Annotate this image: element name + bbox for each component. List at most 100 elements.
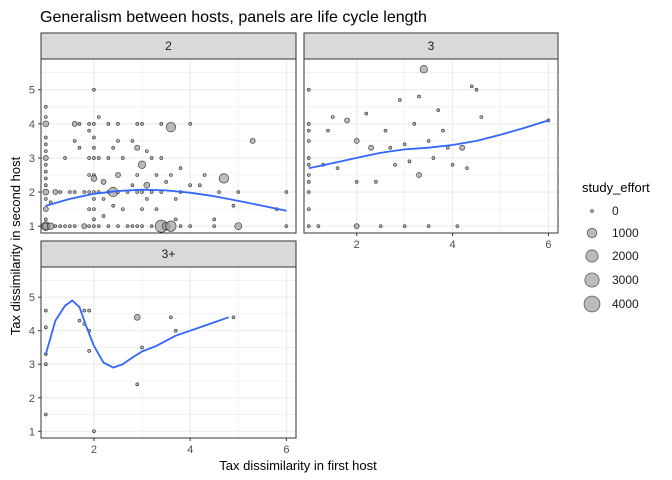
data-point bbox=[188, 183, 192, 188]
x-tick-label: 6 bbox=[283, 444, 289, 456]
legend-key bbox=[590, 209, 594, 213]
y-tick-label: 1 bbox=[29, 221, 35, 233]
data-point bbox=[231, 315, 236, 320]
data-point bbox=[378, 224, 383, 228]
data-point bbox=[135, 224, 140, 228]
data-point bbox=[68, 190, 72, 194]
y-tick-label: 4 bbox=[29, 326, 35, 338]
data-point bbox=[135, 173, 140, 177]
facet-strip bbox=[303, 32, 559, 60]
data-point bbox=[58, 190, 63, 194]
data-point bbox=[149, 224, 154, 228]
data-point bbox=[402, 142, 407, 147]
data-point bbox=[53, 224, 58, 228]
data-point bbox=[388, 145, 393, 150]
data-point bbox=[149, 156, 154, 160]
data-point bbox=[236, 190, 241, 194]
data-point bbox=[77, 145, 82, 150]
y-tick-label: 3 bbox=[29, 359, 35, 371]
data-point bbox=[82, 308, 87, 313]
panel-border bbox=[303, 58, 559, 234]
data-point bbox=[92, 145, 96, 150]
facet-strip bbox=[40, 32, 297, 60]
data-point bbox=[393, 162, 397, 167]
data-point bbox=[133, 314, 141, 321]
data-point bbox=[87, 156, 91, 160]
data-point bbox=[140, 224, 144, 228]
data-point bbox=[44, 135, 48, 140]
data-point bbox=[92, 197, 96, 201]
data-point bbox=[173, 197, 178, 201]
data-point bbox=[416, 172, 422, 178]
facet-strip-label: 2 bbox=[165, 39, 172, 53]
data-point bbox=[217, 190, 221, 194]
data-point bbox=[459, 144, 465, 151]
data-point bbox=[42, 206, 49, 212]
data-point bbox=[330, 115, 335, 119]
data-point bbox=[44, 217, 48, 222]
data-point bbox=[135, 382, 140, 387]
data-point bbox=[218, 173, 229, 184]
data-point bbox=[445, 145, 450, 150]
x-tick-label: 4 bbox=[450, 239, 456, 251]
panel-2: 2 1 2 3 4 5 bbox=[29, 32, 297, 234]
legend-label: 2000 bbox=[612, 249, 639, 263]
legend-key bbox=[585, 249, 599, 263]
data-point bbox=[455, 224, 460, 228]
data-point bbox=[306, 87, 311, 92]
legend-title: study_effort bbox=[582, 180, 650, 195]
data-point bbox=[173, 217, 178, 222]
data-point bbox=[111, 145, 115, 150]
data-point bbox=[44, 176, 48, 181]
data-point bbox=[87, 349, 91, 353]
x-tick-label: 4 bbox=[187, 444, 193, 456]
data-point bbox=[63, 156, 67, 160]
x-axis-label: Tax dissimilarity in first host bbox=[219, 458, 377, 473]
data-point bbox=[87, 173, 91, 177]
data-point bbox=[474, 87, 479, 92]
data-point bbox=[90, 175, 98, 182]
data-point bbox=[44, 308, 48, 313]
x-tick-label: 2 bbox=[91, 444, 97, 456]
data-point bbox=[169, 315, 173, 320]
data-point bbox=[159, 156, 164, 160]
data-point bbox=[284, 224, 289, 228]
data-point bbox=[58, 224, 63, 228]
data-point bbox=[364, 111, 369, 116]
data-point bbox=[188, 224, 192, 228]
data-point bbox=[249, 138, 256, 144]
data-point bbox=[165, 122, 176, 133]
data-point bbox=[306, 207, 311, 211]
data-point bbox=[44, 162, 48, 167]
data-point bbox=[87, 122, 91, 126]
data-point bbox=[92, 87, 96, 92]
data-point bbox=[101, 214, 106, 218]
data-point bbox=[44, 149, 48, 153]
data-point bbox=[178, 166, 183, 170]
y-tick-label: 2 bbox=[29, 393, 35, 405]
data-point bbox=[140, 190, 144, 194]
data-point bbox=[44, 183, 48, 188]
data-point bbox=[234, 222, 243, 231]
smooth-line bbox=[45, 188, 287, 212]
data-point bbox=[77, 122, 82, 126]
data-point bbox=[202, 173, 207, 177]
data-point bbox=[130, 183, 135, 188]
data-point bbox=[441, 128, 445, 133]
panel-border bbox=[40, 266, 297, 439]
data-point bbox=[374, 180, 378, 184]
data-point bbox=[344, 117, 350, 124]
data-point bbox=[417, 94, 421, 99]
data-point bbox=[52, 189, 59, 195]
data-point bbox=[101, 197, 106, 201]
data-point bbox=[159, 122, 164, 126]
facet-strip bbox=[40, 240, 297, 268]
data-point bbox=[87, 128, 91, 133]
chart-title: Generalism between hosts, panels are lif… bbox=[40, 9, 427, 26]
data-point bbox=[120, 156, 125, 160]
data-point bbox=[383, 128, 388, 133]
data-point bbox=[306, 128, 311, 133]
data-point bbox=[465, 166, 469, 170]
data-point bbox=[92, 135, 96, 140]
data-point bbox=[72, 190, 77, 194]
